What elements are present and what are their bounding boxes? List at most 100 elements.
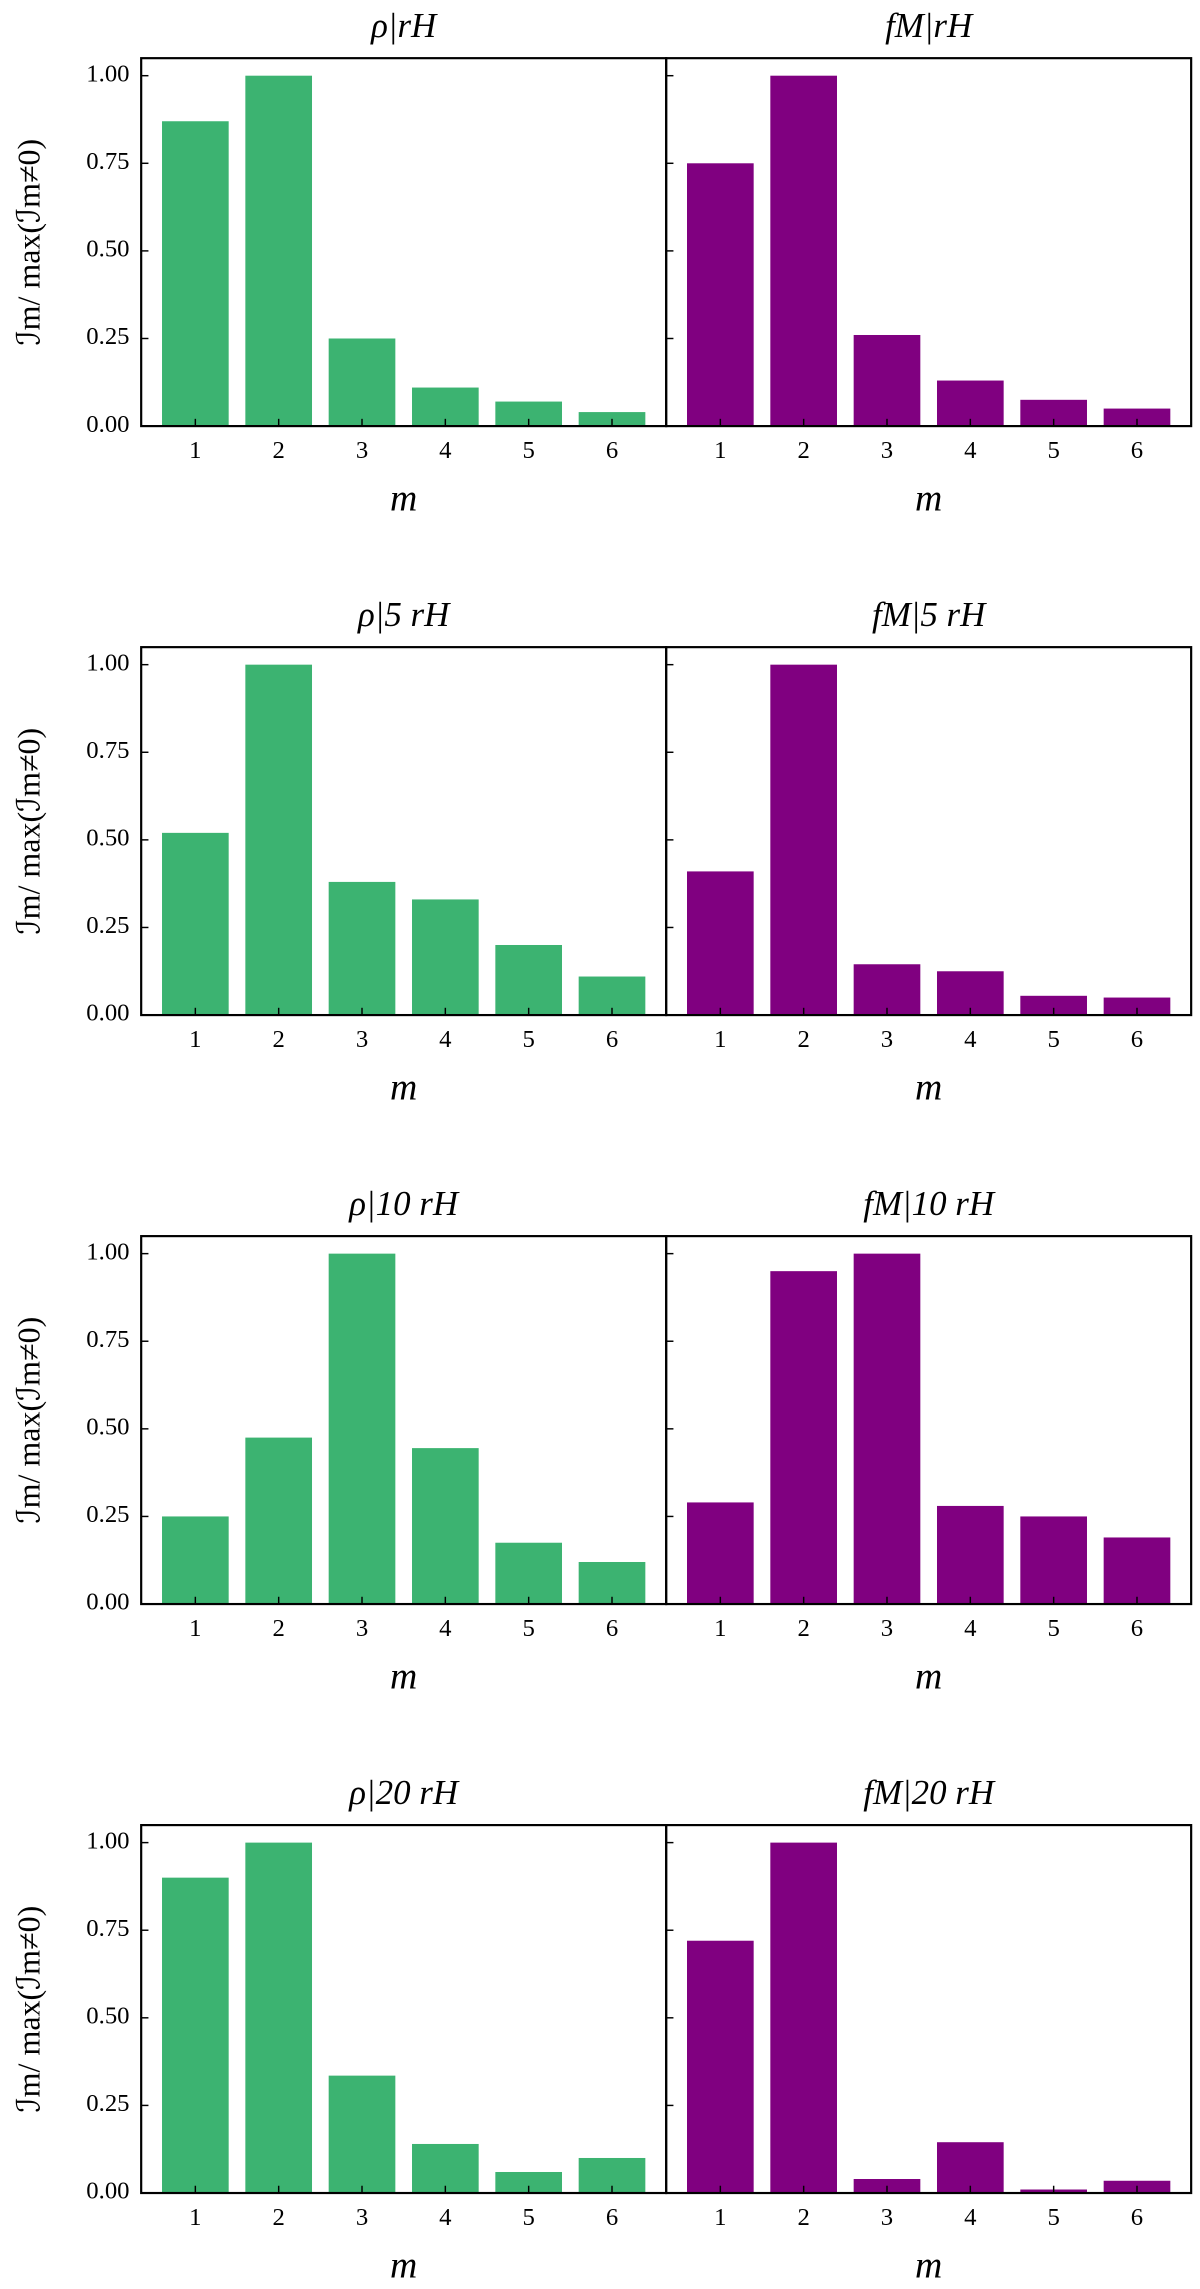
bar	[412, 2143, 479, 2194]
x-tick-label: 4	[439, 2204, 451, 2231]
y-tick-label: 0.75	[86, 148, 129, 175]
bar	[245, 75, 313, 427]
bar	[412, 1448, 479, 1605]
x-tick-label: 4	[439, 1026, 451, 1053]
y-tick-label: 0.00	[86, 2178, 129, 2205]
x-tick-label: 6	[606, 437, 618, 464]
x-tick-label: 5	[1047, 2204, 1059, 2231]
x-tick-label: 6	[1131, 1615, 1143, 1642]
bar	[495, 2171, 563, 2194]
bar	[853, 334, 921, 427]
x-tick-label: 3	[881, 2204, 893, 2231]
y-tick-label: 1.00	[86, 1827, 129, 1854]
chart-title: fM|10 rH	[863, 1184, 996, 1223]
x-tick-label: 5	[522, 437, 534, 464]
bar	[162, 121, 229, 427]
x-tick-label: 2	[272, 437, 284, 464]
bar	[495, 1542, 563, 1605]
x-tick-label: 5	[1047, 1026, 1059, 1053]
plot-frame	[665, 1235, 1193, 1606]
chart-title: fM|5 rH	[872, 595, 987, 634]
y-tick-label: 0.25	[86, 2090, 129, 2117]
x-tick-label: 3	[881, 1026, 893, 1053]
x-tick-label: 1	[189, 1615, 201, 1642]
bar	[687, 163, 754, 427]
bar	[687, 871, 754, 1016]
x-tick-label: 6	[606, 1026, 618, 1053]
x-tick-label: 6	[606, 1615, 618, 1642]
x-tick-label: 4	[964, 1615, 976, 1642]
y-tick-label: 0.00	[86, 1000, 129, 1027]
y-axis-label: ℐm/ max(ℐm≠0)	[10, 139, 46, 346]
bar	[770, 1842, 837, 2194]
bar	[936, 380, 1004, 427]
x-tick-label: 5	[1047, 437, 1059, 464]
plot-frame	[665, 57, 1193, 428]
x-tick-label: 1	[714, 1615, 726, 1642]
x-tick-label: 5	[522, 1615, 534, 1642]
y-tick-label: 0.50	[86, 2002, 129, 2029]
bar	[936, 971, 1004, 1016]
bar	[770, 1271, 837, 1605]
chart-title: fM|20 rH	[863, 1773, 996, 1812]
y-tick-label: 0.50	[86, 825, 129, 852]
x-tick-label: 1	[714, 2204, 726, 2231]
x-tick-label: 5	[1047, 1615, 1059, 1642]
bar	[853, 964, 921, 1016]
y-tick-label: 0.75	[86, 1326, 129, 1353]
y-axis-label: ℐm/ max(ℐm≠0)	[10, 1317, 46, 1524]
chart-title: ρ|20 rH	[348, 1773, 460, 1812]
plot-frame	[665, 1824, 1193, 2195]
x-tick-label: 2	[272, 2204, 284, 2231]
x-tick-label: 4	[439, 437, 451, 464]
bar	[1103, 1537, 1171, 1605]
x-tick-label: 1	[189, 1026, 201, 1053]
bar	[412, 899, 479, 1016]
x-tick-label: 2	[797, 437, 809, 464]
bar	[328, 338, 396, 427]
x-tick-label: 2	[797, 1026, 809, 1053]
y-tick-label: 0.50	[86, 236, 129, 263]
bar	[770, 75, 837, 427]
y-tick-label: 0.25	[86, 323, 129, 350]
y-tick-label: 0.50	[86, 1414, 129, 1441]
x-tick-label: 6	[1131, 2204, 1143, 2231]
y-tick-label: 0.25	[86, 1501, 129, 1528]
y-tick-label: 0.75	[86, 1915, 129, 1942]
y-tick-label: 1.00	[86, 1238, 129, 1265]
y-axis-label: ℐm/ max(ℐm≠0)	[10, 1906, 46, 2113]
x-tick-label: 4	[964, 1026, 976, 1053]
y-tick-label: 0.00	[86, 411, 129, 438]
bar	[162, 832, 229, 1016]
bar	[853, 1253, 921, 1605]
x-tick-label: 2	[797, 1615, 809, 1642]
bar	[245, 1437, 313, 1605]
bar	[328, 2075, 396, 2194]
x-tick-label: 6	[606, 2204, 618, 2231]
x-axis-label: m	[390, 1066, 417, 1108]
chart-title: ρ|5 rH	[357, 595, 451, 634]
chart-title: ρ|10 rH	[348, 1184, 460, 1223]
x-tick-label: 1	[189, 437, 201, 464]
bar	[245, 1842, 313, 2194]
y-tick-label: 1.00	[86, 60, 129, 87]
x-tick-label: 2	[272, 1026, 284, 1053]
x-axis-label: m	[390, 2244, 417, 2286]
x-tick-label: 4	[439, 1615, 451, 1642]
bar	[495, 944, 563, 1016]
x-axis-label: m	[915, 477, 942, 519]
bar	[245, 664, 313, 1016]
bar	[687, 1502, 754, 1605]
x-axis-label: m	[390, 477, 417, 519]
x-tick-label: 3	[356, 437, 368, 464]
bar	[328, 1253, 396, 1605]
bar	[770, 664, 837, 1016]
bar	[328, 881, 396, 1016]
x-tick-label: 3	[881, 437, 893, 464]
y-axis-label: ℐm/ max(ℐm≠0)	[10, 728, 46, 935]
bar	[1103, 408, 1171, 427]
x-axis-label: m	[915, 1066, 942, 1108]
x-tick-label: 3	[356, 1026, 368, 1053]
x-axis-label: m	[390, 1655, 417, 1697]
